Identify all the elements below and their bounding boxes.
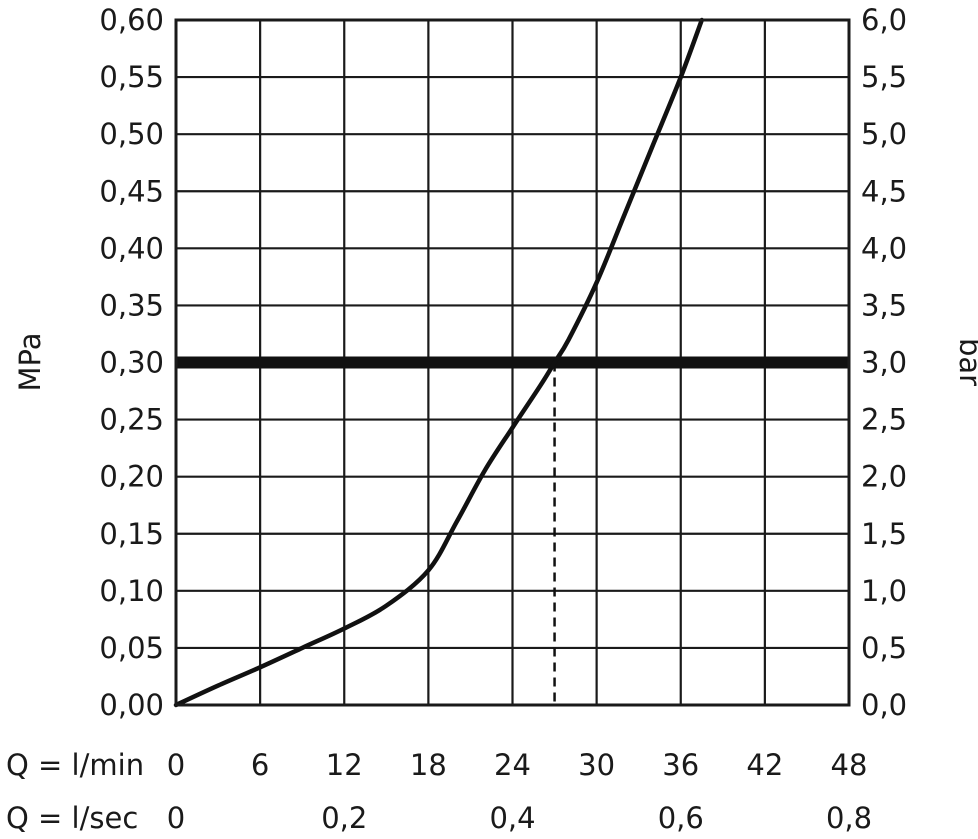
x-tick-label-primary: 42 bbox=[746, 748, 783, 782]
y-tick-label-left: 0,25 bbox=[99, 403, 164, 437]
y-tick-label-left: 0,00 bbox=[99, 688, 164, 722]
y-tick-label-left: 0,45 bbox=[99, 174, 164, 208]
y-tick-label-right: 2,5 bbox=[861, 403, 907, 437]
y-tick-label-right: 6,0 bbox=[861, 3, 907, 37]
reference-lines bbox=[176, 356, 849, 705]
y-tick-label-left: 0,35 bbox=[99, 288, 164, 322]
x-tick-label-secondary: 0,2 bbox=[321, 801, 367, 835]
y-tick-label-left: 0,20 bbox=[99, 460, 164, 494]
y-tick-label-left: 0,50 bbox=[99, 117, 164, 151]
x-unit-label-secondary: Q = l/sec bbox=[6, 801, 138, 835]
y-tick-label-right: 4,0 bbox=[861, 231, 907, 265]
y-tick-label-right: 0,5 bbox=[861, 631, 907, 665]
x-tick-label-primary: 6 bbox=[251, 748, 269, 782]
y-tick-label-right: 3,5 bbox=[861, 288, 907, 322]
x-tick-label-secondary: 0 bbox=[167, 801, 185, 835]
tick-labels: 0,000,050,100,150,200,250,300,350,400,45… bbox=[99, 3, 907, 835]
series-line bbox=[173, 17, 705, 708]
y-tick-label-right: 1,5 bbox=[861, 517, 907, 551]
x-tick-label-primary: 24 bbox=[494, 748, 531, 782]
plot-border bbox=[174, 18, 851, 707]
plot-frame bbox=[174, 18, 851, 707]
x-tick-label-primary: 36 bbox=[662, 748, 699, 782]
x-tick-label-secondary: 0,6 bbox=[658, 801, 704, 835]
x-tick-label-primary: 48 bbox=[831, 748, 868, 782]
x-unit-label-primary: Q = l/min bbox=[6, 748, 144, 782]
x-tick-label-secondary: 0,8 bbox=[826, 801, 872, 835]
series-layer bbox=[173, 17, 705, 708]
y-tick-label-left: 0,05 bbox=[99, 631, 164, 665]
y-tick-label-left: 0,40 bbox=[99, 231, 164, 265]
y-axis-label-right: bar bbox=[953, 338, 978, 386]
x-tick-label-primary: 18 bbox=[410, 748, 447, 782]
x-tick-label-secondary: 0,4 bbox=[489, 801, 535, 835]
y-tick-label-right: 5,5 bbox=[861, 60, 907, 94]
y-tick-label-left: 0,55 bbox=[99, 60, 164, 94]
y-tick-label-right: 4,5 bbox=[861, 174, 907, 208]
y-tick-label-right: 5,0 bbox=[861, 117, 907, 151]
y-tick-label-left: 0,30 bbox=[99, 346, 164, 380]
y-tick-label-right: 1,0 bbox=[861, 574, 907, 608]
y-tick-label-right: 2,0 bbox=[861, 460, 907, 494]
y-tick-label-left: 0,15 bbox=[99, 517, 164, 551]
y-tick-label-right: 0,0 bbox=[861, 688, 907, 722]
x-tick-label-primary: 0 bbox=[167, 748, 185, 782]
y-tick-label-left: 0,10 bbox=[99, 574, 164, 608]
x-tick-label-primary: 30 bbox=[578, 748, 615, 782]
y-tick-label-left: 0,60 bbox=[99, 3, 164, 37]
y-tick-label-right: 3,0 bbox=[861, 346, 907, 380]
y-axis-label-left: MPa bbox=[13, 333, 47, 392]
x-tick-label-primary: 12 bbox=[326, 748, 363, 782]
